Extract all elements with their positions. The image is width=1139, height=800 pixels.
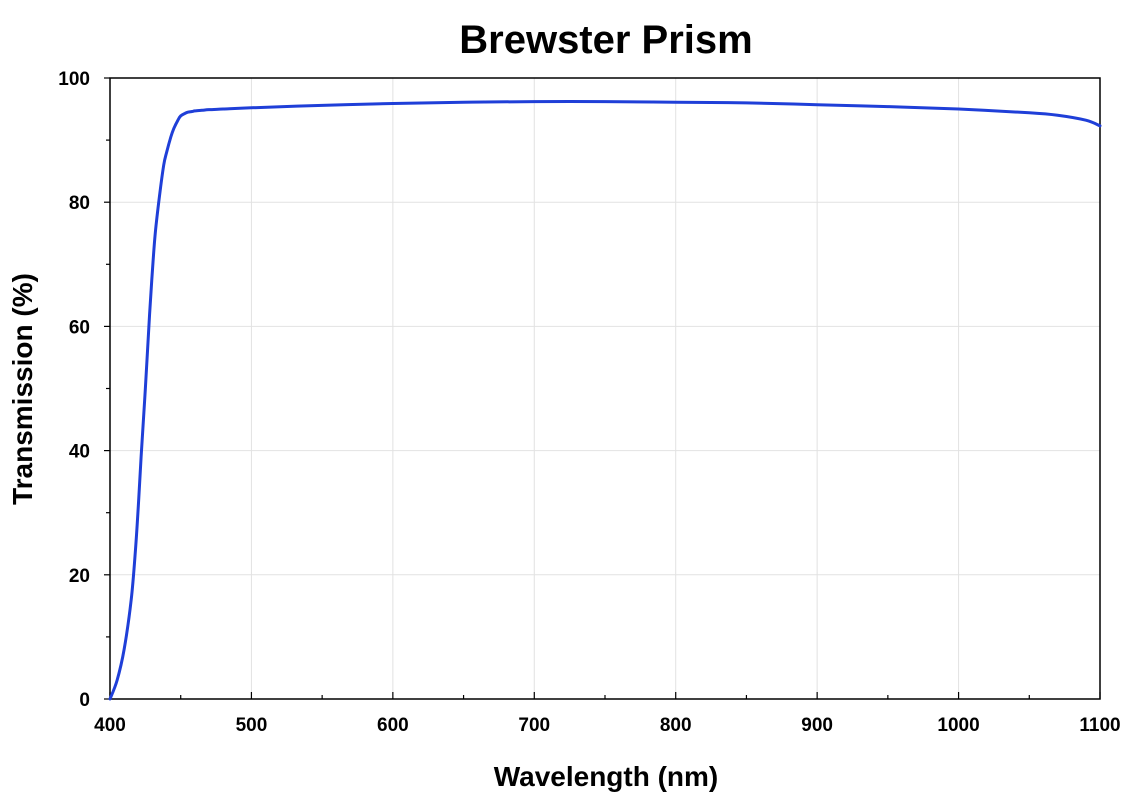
chart-title: Brewster Prism	[459, 18, 752, 62]
x-tick-label: 900	[801, 715, 833, 736]
x-tick-label: 700	[518, 715, 550, 736]
y-axis-label: Transmission (%)	[7, 273, 38, 505]
x-tick-label: 1100	[1079, 715, 1120, 736]
x-tick-label: 800	[660, 715, 692, 736]
series-line	[108, 100, 1102, 701]
x-tick-label: 400	[94, 715, 126, 736]
grid	[109, 77, 1101, 700]
x-tick-label: 600	[377, 715, 409, 736]
x-tick-labels: 400 500 600 700 800 900 1000 1100	[94, 715, 1120, 736]
y-tick-labels: 0 20 40 60 80 100	[58, 69, 90, 711]
x-axis-label: Wavelength (nm)	[494, 761, 719, 792]
y-tick-label: 40	[69, 442, 90, 463]
axis-ticks	[104, 77, 1101, 700]
x-tick-label: 1000	[937, 715, 979, 736]
y-tick-label: 20	[69, 566, 90, 587]
y-tick-label: 0	[79, 690, 90, 711]
y-tick-label: 100	[58, 69, 90, 90]
x-tick-label: 500	[236, 715, 268, 736]
y-tick-label: 80	[69, 193, 90, 214]
plot-frame	[109, 77, 1101, 700]
y-tick-label: 60	[69, 317, 90, 338]
